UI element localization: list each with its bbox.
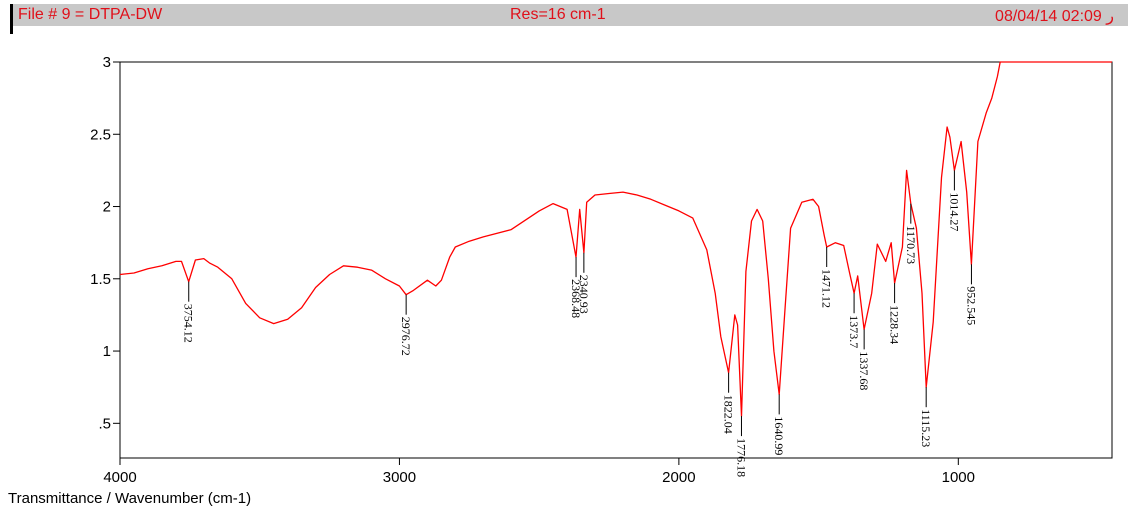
peak-label: 1373.7 — [847, 315, 861, 348]
peak-marker: 1014.27 — [947, 170, 961, 231]
header-marker — [10, 4, 13, 34]
peak-label: 1337.68 — [857, 351, 871, 390]
y-tick-label: 1.5 — [90, 271, 111, 288]
y-tick-label: 3 — [103, 54, 111, 71]
y-tick-label: 2.5 — [90, 126, 111, 143]
peak-marker: 1373.7 — [847, 293, 861, 348]
x-axis-label: Transmittance / Wavenumber (cm-1) — [8, 490, 252, 507]
y-tick-label: .5 — [98, 415, 111, 432]
peak-label: 1115.23 — [919, 409, 933, 447]
peak-label: 2340.93 — [577, 275, 591, 314]
peak-marker: 1822.04 — [722, 372, 736, 434]
peak-label: 1776.18 — [735, 438, 749, 477]
file-title: File # 9 = DTPA-DW — [18, 6, 163, 23]
plot-area — [119, 61, 1113, 459]
peak-label: 1170.73 — [904, 226, 918, 265]
peak-marker: 2368.48 — [569, 257, 583, 318]
spectrum-header: File # 9 = DTPA-DW Res=16 cm-1 08/04/14 … — [0, 0, 1128, 34]
spectrum-chart: 32.521.51.5 4000 3000 2000 1000 3754.12 2976… — [90, 54, 1113, 486]
peak-label: 2368.48 — [569, 279, 583, 318]
peak-marker: 1337.68 — [857, 329, 871, 390]
spectrum-line — [119, 61, 1112, 417]
datetime-label: 08/04/14 02:09 ر — [995, 8, 1114, 25]
peak-label: 952.545 — [964, 286, 978, 325]
x-tick-label: 1000 — [942, 469, 975, 486]
y-axis: 32.521.51.5 — [90, 54, 120, 432]
peak-marker: 1115.23 — [919, 387, 933, 447]
peak-marker: 2340.93 — [577, 252, 591, 314]
x-tick-label: 2000 — [662, 469, 695, 486]
peak-label: 1471.12 — [820, 269, 834, 308]
resolution-label: Res=16 cm-1 — [510, 6, 606, 23]
y-tick-label: 2 — [103, 199, 111, 216]
peak-marker: 1228.34 — [888, 283, 902, 344]
peak-label: 2976.72 — [399, 317, 413, 356]
peak-label: 3754.12 — [182, 304, 196, 343]
y-tick-label: 1 — [103, 343, 111, 360]
peak-label: 1014.27 — [947, 192, 961, 231]
x-tick-label: 4000 — [103, 469, 136, 486]
peak-marker: 1170.73 — [904, 203, 918, 265]
series-group — [119, 61, 1112, 417]
peak-label: 1228.34 — [888, 305, 902, 344]
peak-marker: 1640.99 — [772, 394, 786, 455]
peak-label: 1822.04 — [722, 395, 736, 434]
peak-marker: 3754.12 — [182, 281, 196, 343]
peak-marker: 2976.72 — [399, 294, 413, 356]
x-tick-label: 3000 — [383, 469, 416, 486]
peak-marker: 952.545 — [964, 264, 978, 325]
x-axis: 4000 3000 2000 1000 — [103, 458, 975, 486]
peak-marker: 1471.12 — [820, 246, 834, 308]
header-bar — [10, 4, 1128, 26]
peak-label: 1640.99 — [772, 416, 786, 455]
peak-marker: 1776.18 — [735, 416, 749, 477]
